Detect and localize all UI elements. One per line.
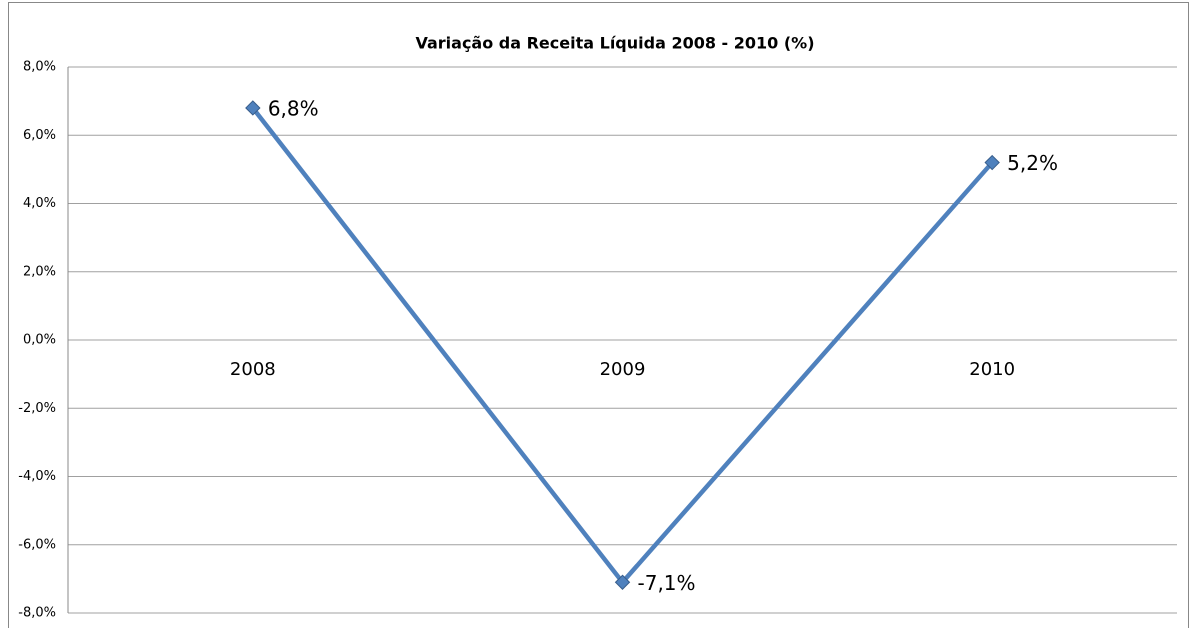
y-tick-label: 0,0% [23,333,56,348]
data-label: 6,8% [268,96,319,120]
y-tick-label: 2,0% [23,264,56,279]
data-point [984,154,1000,171]
x-tick-label: 2010 [969,359,1015,380]
data-label: -7,1% [638,571,696,595]
chart-title: Variação da Receita Líquida 2008 - 2010 … [415,34,814,53]
data-label: 5,2% [1007,151,1058,175]
y-tick-label: -4,0% [18,469,56,484]
chart-border [8,2,1189,628]
y-tick-label: 6,0% [23,128,56,143]
y-tick-label: -8,0% [18,606,56,621]
y-tick-label: -2,0% [18,401,56,416]
y-tick-label: -6,0% [18,537,56,552]
x-tick-label: 2009 [600,359,646,380]
data-point [614,574,631,590]
data-point [245,100,261,116]
y-tick-label: 8,0% [23,60,56,75]
y-tick-label: 4,0% [23,196,56,211]
x-tick-label: 2008 [230,359,276,380]
